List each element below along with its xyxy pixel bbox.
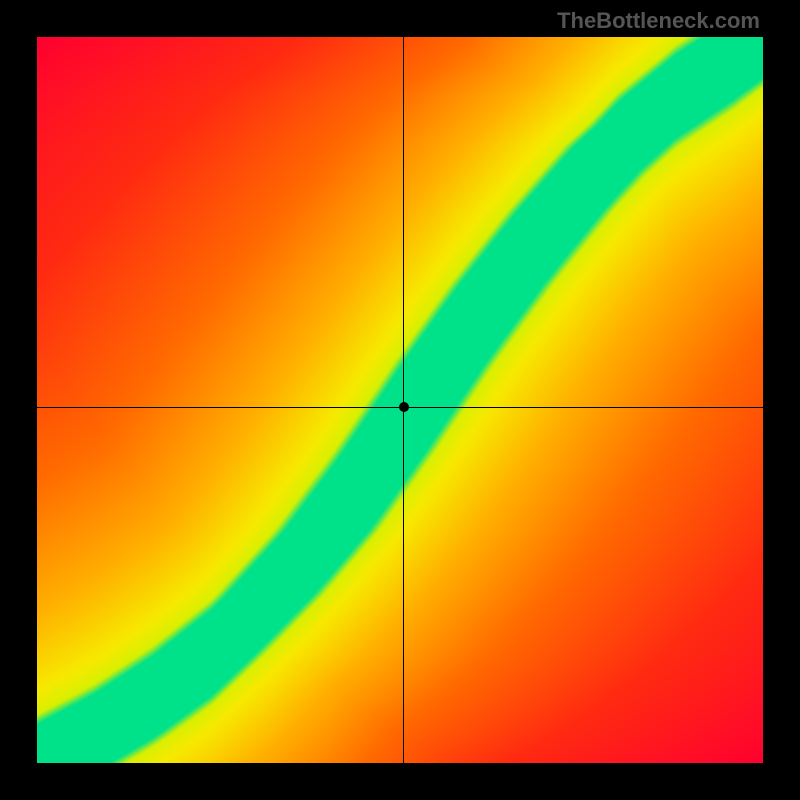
chart-frame: TheBottleneck.com (0, 0, 800, 800)
watermark-text: TheBottleneck.com (557, 8, 760, 34)
crosshair-vertical (403, 37, 404, 763)
heatmap-canvas (37, 37, 763, 763)
heatmap-plot (37, 37, 763, 763)
crosshair-marker (399, 402, 409, 412)
